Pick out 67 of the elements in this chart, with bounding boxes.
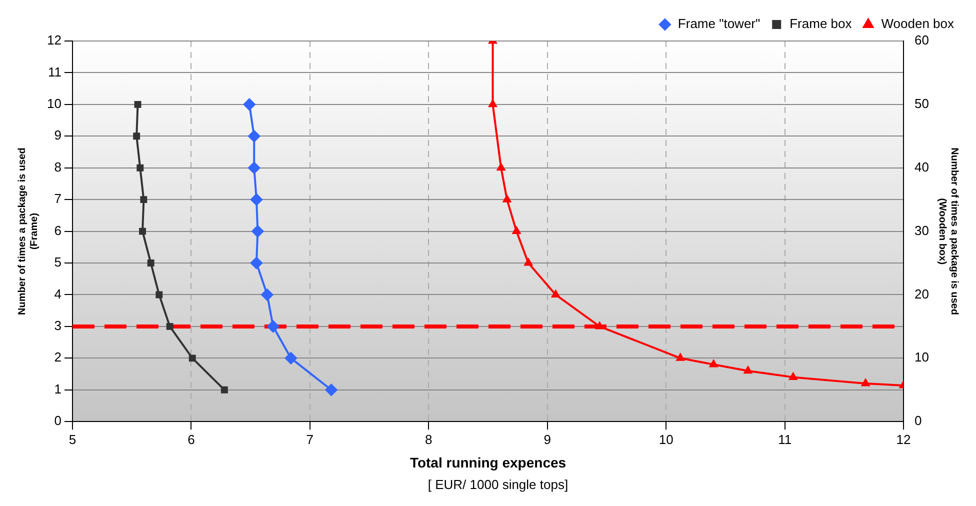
point (284, 352, 297, 364)
point (267, 320, 280, 332)
point (252, 225, 264, 238)
y-tick-label: 3 (54, 318, 62, 334)
point (156, 291, 163, 298)
point (497, 163, 506, 171)
point (243, 98, 256, 110)
y2-tick-label: 30 (914, 222, 930, 238)
point (220, 386, 228, 394)
point (140, 196, 148, 204)
x-tick-label: 12 (896, 432, 911, 447)
y-tick-label: 0 (54, 413, 62, 428)
y-tick-label: 9 (54, 128, 62, 143)
point (147, 260, 154, 266)
y2-tick-label: 0 (914, 413, 922, 428)
x-tick-label: 11 (778, 432, 792, 447)
legend-label: Wooden box (881, 16, 954, 32)
point (139, 228, 146, 235)
y2-tick-label: 20 (914, 286, 930, 302)
y-tick-label: 12 (46, 32, 62, 48)
x-axis-title: Total running expences (410, 454, 566, 470)
x-tick-label: 7 (306, 432, 314, 447)
y-tick-label: 7 (54, 191, 62, 206)
point (261, 288, 274, 301)
point (512, 226, 521, 234)
point (789, 372, 798, 380)
y-tick-label: 6 (54, 222, 62, 238)
y2-tick-label: 60 (914, 32, 930, 48)
point (248, 130, 260, 142)
point (488, 100, 497, 108)
y2-tick-label: 10 (914, 350, 930, 365)
x-tick-label: 5 (68, 432, 76, 447)
point (524, 258, 532, 266)
y-tick-label: 10 (46, 96, 62, 112)
x-tick-label: 10 (658, 432, 674, 447)
legend-label: Frame box (790, 16, 852, 32)
y-tick-label: 5 (54, 254, 62, 270)
point (596, 322, 604, 330)
point (248, 162, 260, 174)
point (676, 354, 684, 361)
point (325, 384, 338, 396)
y-tick-label: 1 (54, 381, 62, 396)
y-tick-label: 4 (54, 286, 62, 302)
y-tick-label: 8 (54, 159, 62, 174)
x-tick-label: 6 (188, 432, 195, 447)
y2-axis-title: Number of times a package is used (Wooden box) (936, 148, 960, 315)
point (136, 164, 144, 172)
point (710, 360, 718, 368)
point (862, 379, 870, 386)
y-axis-title: Number of times a package is used (Frame) (16, 148, 40, 315)
y2-tick-label: 40 (914, 159, 930, 174)
x-tick-label: 9 (544, 432, 551, 447)
y2-tick-label: 50 (914, 96, 930, 112)
point (250, 257, 262, 270)
point (502, 195, 512, 202)
y-tick-label: 2 (54, 350, 62, 365)
point (166, 322, 174, 330)
point (134, 100, 142, 108)
x-tick-label: 8 (425, 432, 432, 447)
point (133, 132, 140, 140)
point (250, 194, 262, 206)
legend-label: Frame "tower" (678, 16, 760, 32)
text: [ EUR/ 1000 single tops] (426, 477, 570, 492)
y-tick-label: 11 (48, 64, 62, 80)
point (188, 354, 196, 362)
point (744, 366, 752, 374)
point (552, 290, 560, 298)
